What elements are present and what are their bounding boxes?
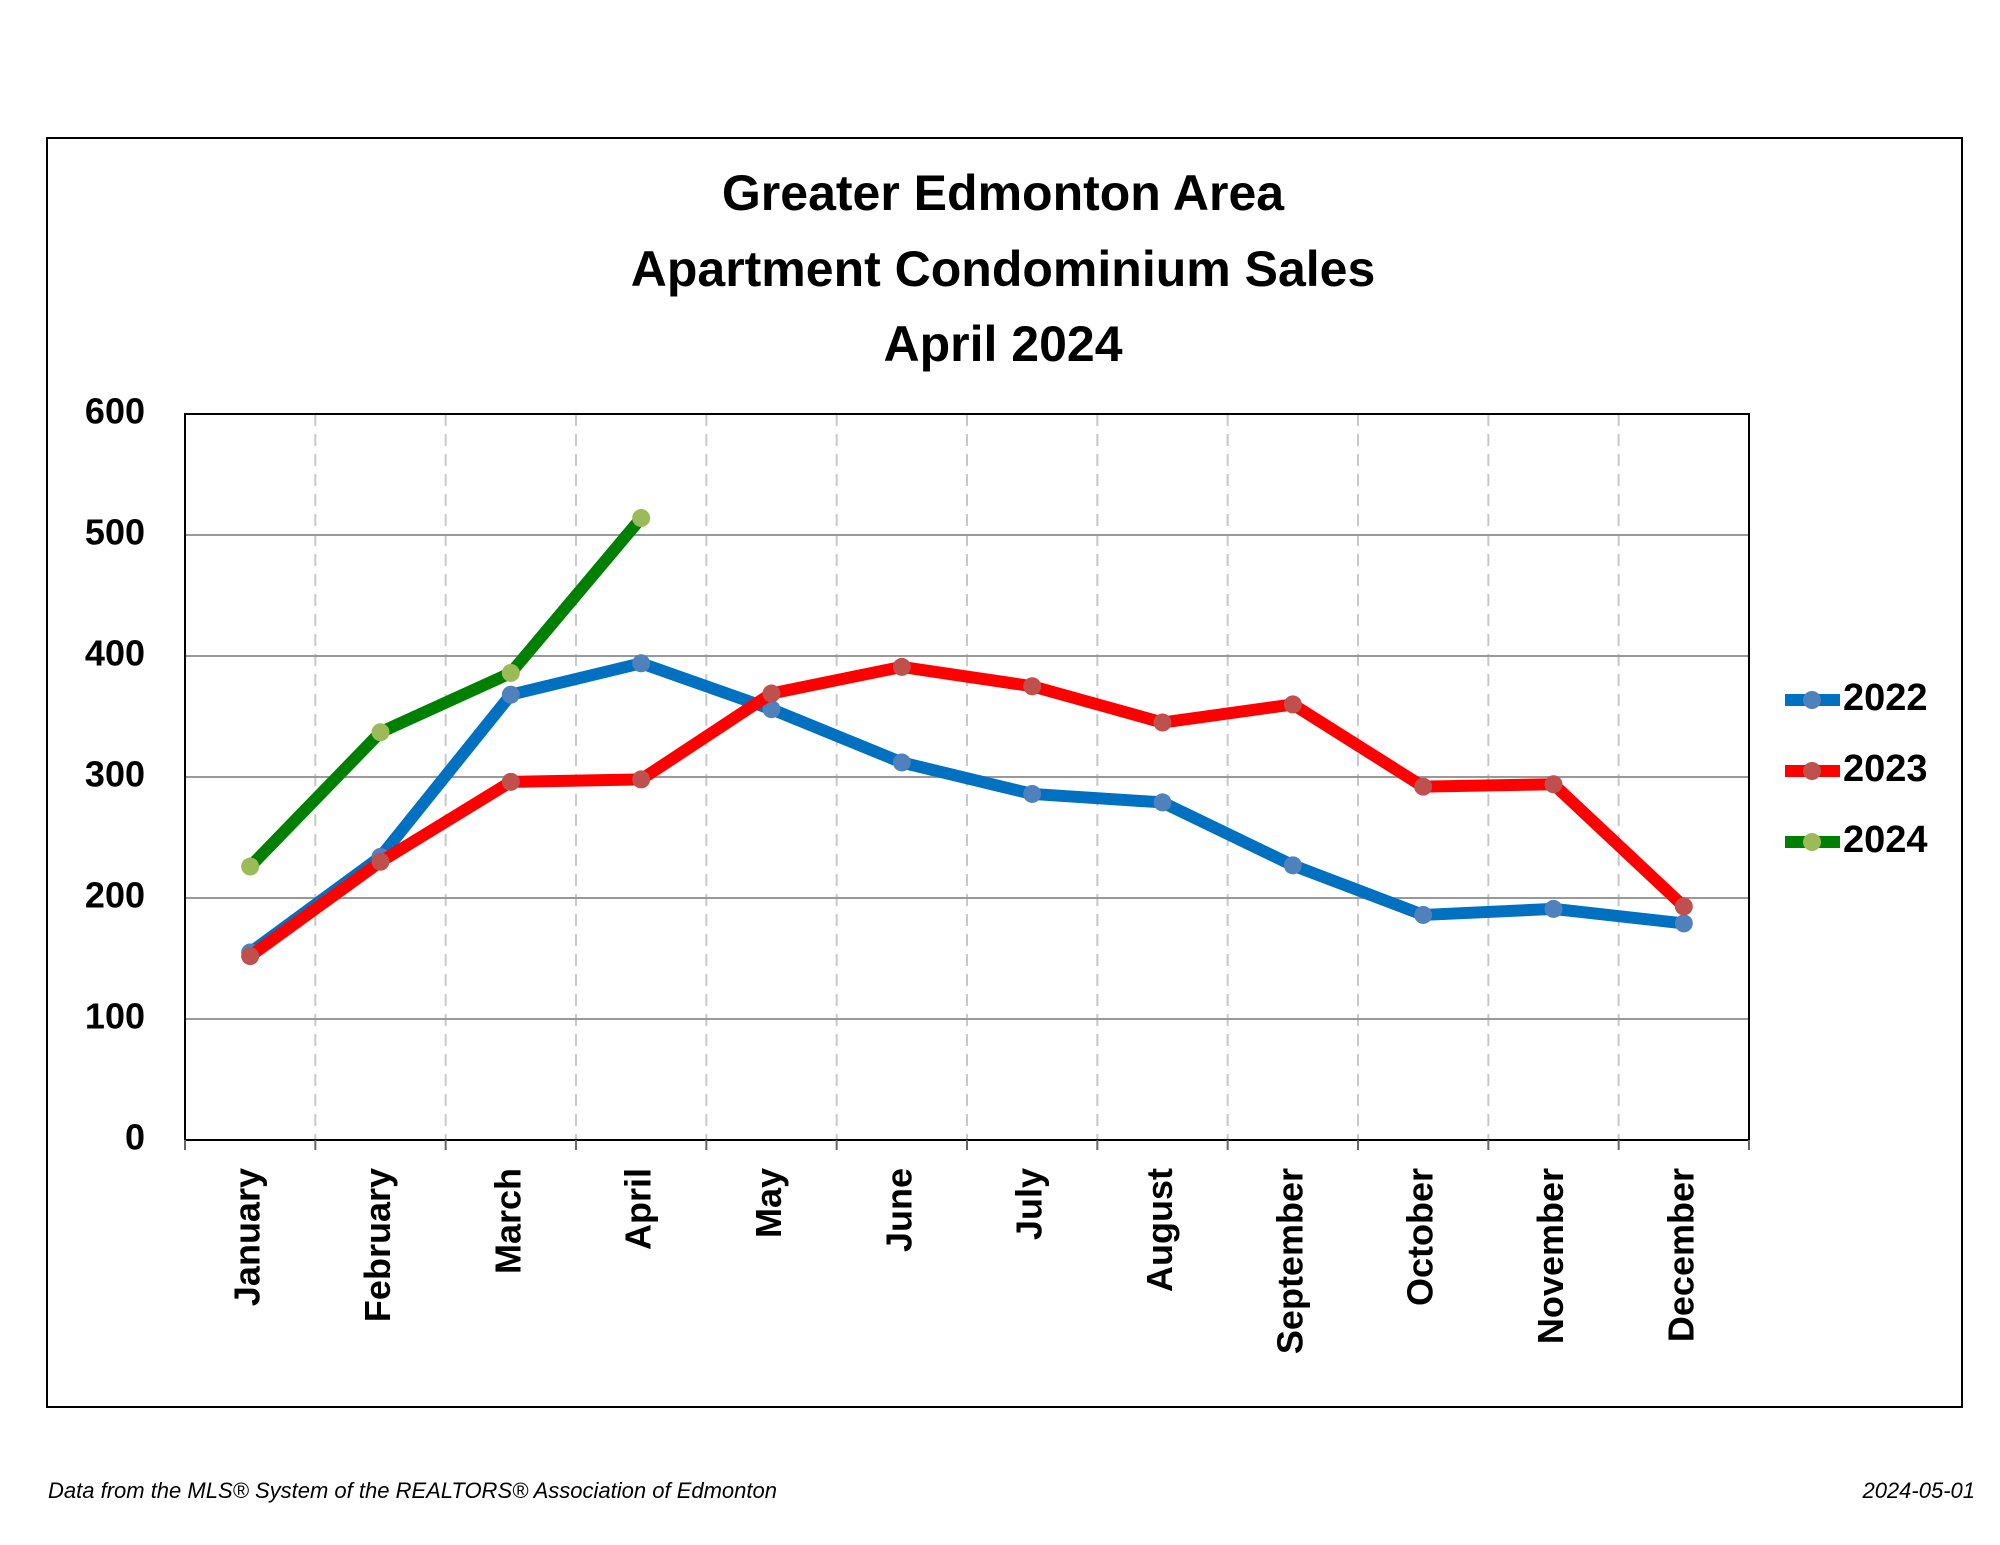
series-marker (1153, 713, 1172, 732)
series-marker (892, 657, 911, 676)
x-tick-label: December (1660, 1168, 1701, 1342)
legend-label: 2022 (1843, 677, 1928, 719)
y-tick-label: 600 (85, 391, 145, 432)
series-marker (892, 753, 911, 772)
y-tick-label: 0 (125, 1117, 145, 1158)
x-tick-label: November (1530, 1168, 1571, 1344)
legend-marker (1803, 762, 1821, 780)
series-marker (1674, 897, 1693, 916)
y-tick-label: 100 (85, 996, 145, 1037)
x-tick-label: May (748, 1168, 789, 1238)
series-marker (1544, 775, 1563, 794)
x-tick-label: July (1009, 1168, 1050, 1240)
x-tick-label: February (357, 1168, 398, 1322)
series-marker (1023, 784, 1042, 803)
series-marker (762, 700, 781, 719)
series-marker (241, 857, 260, 876)
series-line (246, 660, 1688, 961)
x-tick-label: January (227, 1168, 268, 1306)
series-marker (371, 852, 390, 871)
legend-marker (1803, 691, 1821, 709)
series-marker (501, 772, 520, 791)
date-note: 2024-05-01 (1861, 1478, 1975, 1503)
series-marker (632, 509, 651, 528)
x-tick-label: September (1269, 1168, 1310, 1354)
series-marker (241, 947, 260, 966)
x-tick-label: October (1400, 1168, 1441, 1306)
y-tick-label: 300 (85, 754, 145, 795)
series-marker (1674, 914, 1693, 933)
series-marker (762, 684, 781, 703)
legend-label: 2023 (1843, 748, 1928, 790)
series-marker (1283, 856, 1302, 875)
legend-label: 2024 (1843, 819, 1928, 861)
series-marker (1414, 905, 1433, 924)
y-tick-label: 400 (85, 633, 145, 674)
series-marker (501, 685, 520, 704)
x-tick-label: April (618, 1168, 659, 1250)
legend-marker (1803, 833, 1821, 851)
series-marker (1153, 793, 1172, 812)
chart-title: April 2024 (883, 316, 1122, 372)
series-marker (501, 663, 520, 682)
chart-title: Apartment Condominium Sales (631, 241, 1376, 297)
x-tick-label: March (487, 1168, 528, 1274)
source-note: Data from the MLS® System of the REALTOR… (48, 1478, 777, 1503)
series-marker (1023, 677, 1042, 696)
series-marker (1544, 899, 1563, 918)
series-marker (1283, 695, 1302, 714)
y-tick-label: 200 (85, 875, 145, 916)
x-tick-label: June (878, 1168, 919, 1252)
chart-title: Greater Edmonton Area (722, 165, 1285, 221)
series-line (246, 657, 1685, 958)
series-line (245, 514, 646, 871)
series-marker (632, 770, 651, 789)
series-marker (632, 654, 651, 673)
series-marker (1414, 777, 1433, 796)
series-marker (371, 723, 390, 742)
x-tick-label: August (1139, 1168, 1180, 1292)
y-tick-label: 500 (85, 512, 145, 553)
